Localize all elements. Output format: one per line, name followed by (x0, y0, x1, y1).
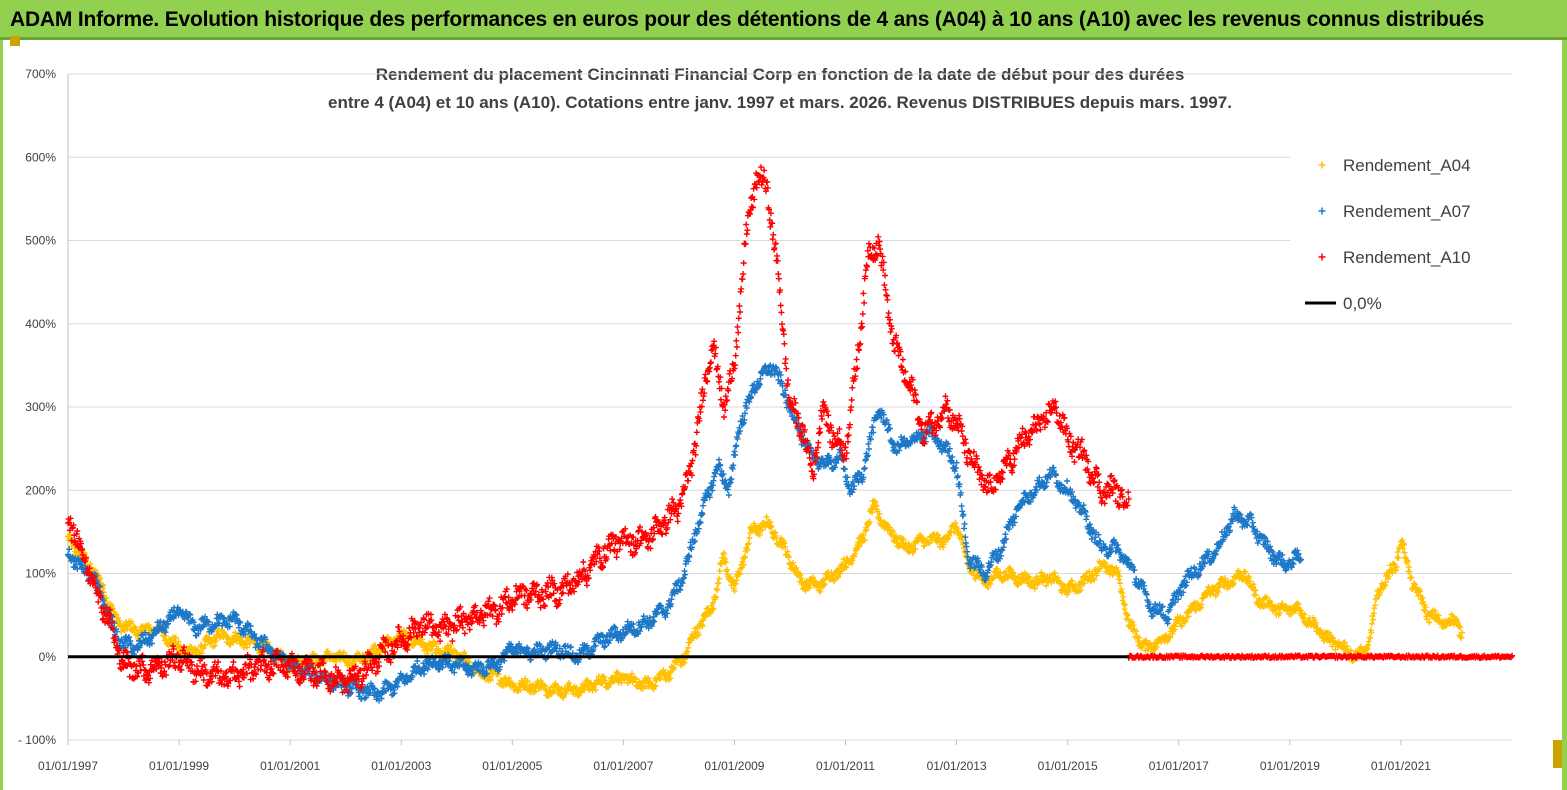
legend-box (1290, 138, 1522, 318)
series-markers (65, 498, 1465, 701)
series-markers (65, 164, 1132, 696)
y-tick-label: 700% (25, 67, 56, 81)
y-tick-label: 300% (25, 400, 56, 414)
legend-swatch (1318, 161, 1326, 169)
x-tick-label: 01/01/2005 (482, 759, 542, 773)
x-tick-label: 01/01/1999 (149, 759, 209, 773)
legend-swatch (1318, 253, 1326, 261)
x-tick-label: 01/01/2007 (593, 759, 653, 773)
y-tick-label: 100% (25, 567, 56, 581)
corner-marker-bottom-right (1553, 740, 1562, 768)
y-tick-label: 500% (25, 234, 56, 248)
x-tick-label: 01/01/2009 (704, 759, 764, 773)
x-tick-label: 01/01/2011 (816, 759, 875, 773)
y-tick-label: 600% (25, 150, 56, 164)
corner-marker-top-left (10, 36, 20, 46)
series-Rendement_A07 (65, 362, 1304, 704)
x-tick-label: 01/01/2021 (1371, 759, 1431, 773)
legend-label: Rendement_A07 (1343, 202, 1471, 221)
x-tick-label: 01/01/2019 (1260, 759, 1320, 773)
y-tick-label: 0% (39, 650, 57, 664)
chart-title-line-2: entre 4 (A04) et 10 ans (A10). Cotations… (328, 93, 1232, 112)
x-tick-label: 01/01/2001 (260, 759, 320, 773)
legend-label: Rendement_A10 (1343, 248, 1471, 267)
y-tick-label: 200% (25, 483, 56, 497)
banner-title: ADAM Informe. Evolution historique des p… (10, 8, 1485, 31)
report-banner: ADAM Informe. Evolution historique des p… (0, 0, 1567, 40)
frame-right-border (1562, 40, 1567, 790)
series-markers (65, 362, 1304, 704)
x-axis-ticks: 01/01/1997 01/01/1999 01/01/2001 01/01/2003… (38, 740, 1431, 773)
y-tick-label: 400% (25, 317, 56, 331)
plot-area (65, 164, 1515, 704)
legend-swatch (1318, 207, 1326, 215)
series-Rendement_A04 (65, 498, 1465, 701)
y-axis-ticks: - 100% 0% 100% 200% 300% 400% 500% 600% 700% (18, 67, 56, 747)
frame-left-border (0, 40, 3, 790)
x-tick-label: 01/01/2017 (1149, 759, 1209, 773)
performance-chart: Rendement du placement Cincinnati Financ… (18, 65, 1522, 773)
x-tick-label: 01/01/1997 (38, 759, 98, 773)
legend-label: Rendement_A04 (1343, 156, 1471, 175)
legend: Rendement_A04 Rendement_A07 Rendement_A10 0… (1290, 138, 1522, 318)
x-tick-label: 01/01/2013 (927, 759, 987, 773)
series-zero-tail-markers (1125, 652, 1515, 661)
legend-label: 0,0% (1343, 294, 1382, 313)
x-tick-label: 01/01/2003 (371, 759, 431, 773)
series-Rendement_A10 (65, 164, 1515, 696)
y-tick-label: - 100% (18, 733, 56, 747)
x-tick-label: 01/01/2015 (1038, 759, 1098, 773)
